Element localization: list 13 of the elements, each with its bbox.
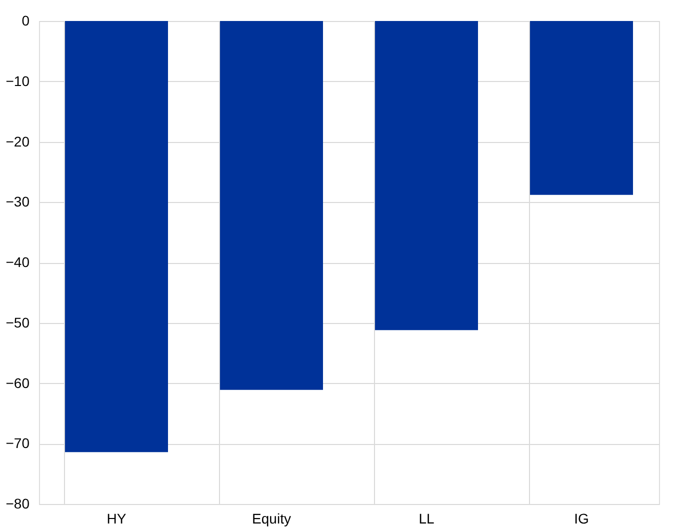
x-tick-label: IG bbox=[574, 510, 589, 526]
y-tick-label: 0 bbox=[22, 12, 30, 28]
x-tick-label: Equity bbox=[252, 510, 291, 526]
x-tick-label: LL bbox=[418, 510, 434, 526]
y-tick-label: −60 bbox=[6, 374, 30, 391]
y-tick-label: −10 bbox=[6, 72, 30, 89]
y-tick-label: −20 bbox=[6, 133, 30, 150]
y-tick-label: −80 bbox=[6, 496, 30, 512]
y-tick-label: −50 bbox=[6, 314, 30, 330]
y-tick-label: −70 bbox=[6, 435, 30, 452]
x-tick-label: HY bbox=[106, 510, 127, 526]
y-tick-label: −40 bbox=[6, 254, 30, 270]
y-tick-label: −30 bbox=[6, 194, 30, 210]
